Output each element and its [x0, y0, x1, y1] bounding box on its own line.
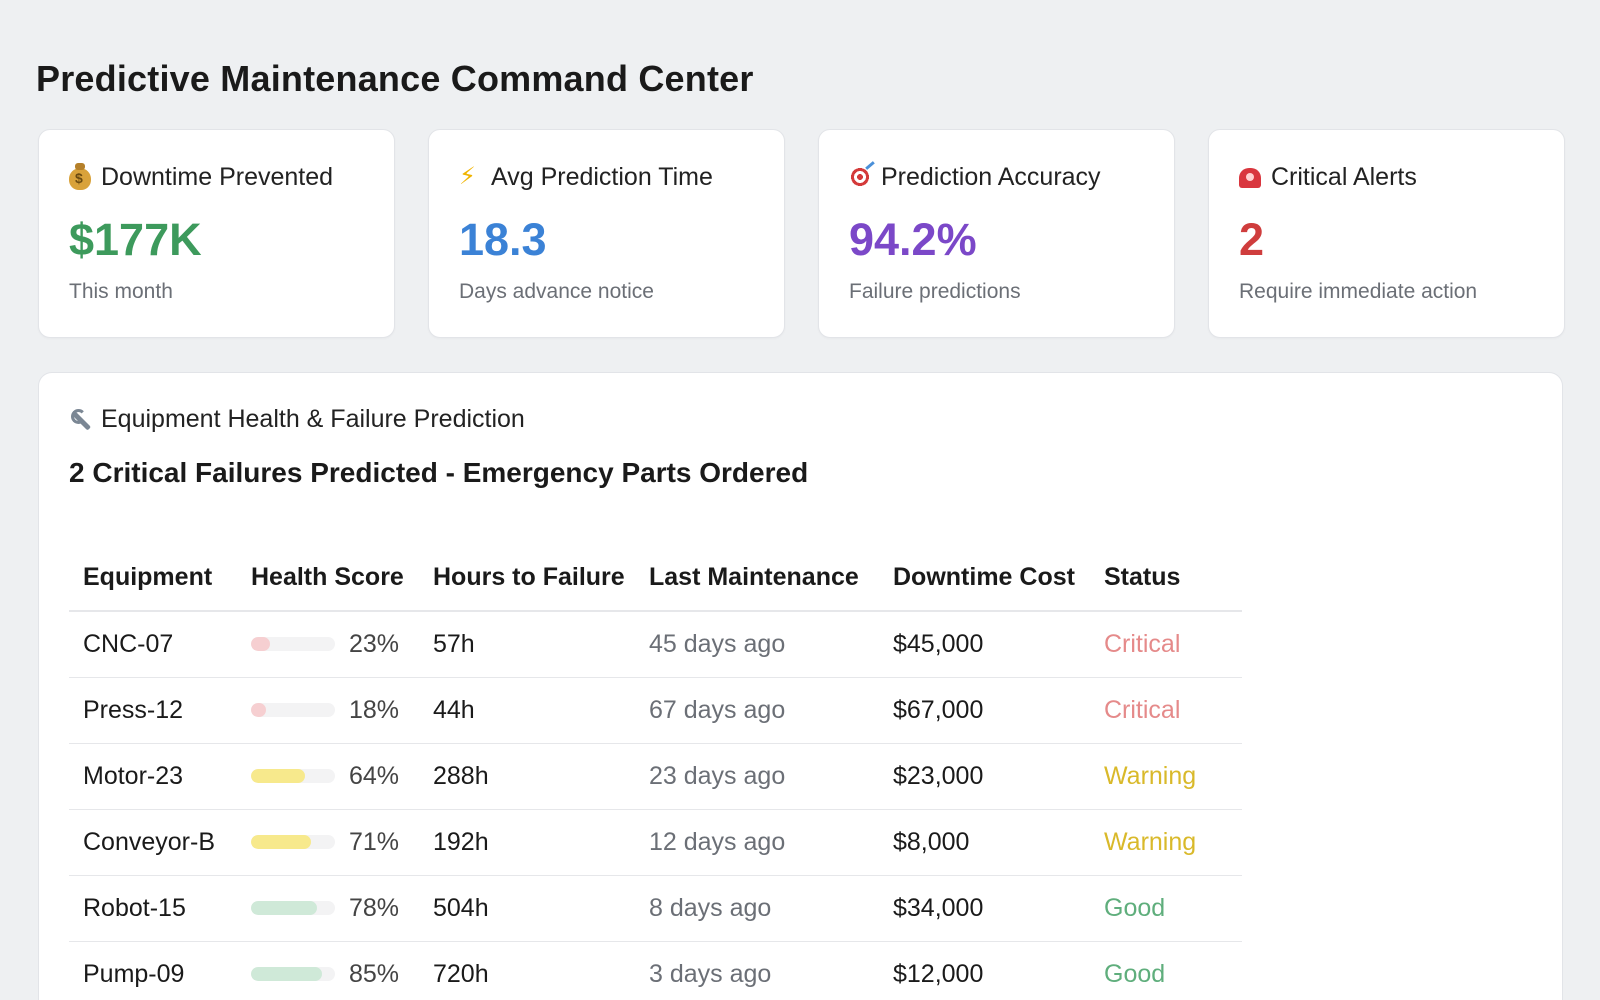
- hours-to-failure: 57h: [419, 611, 635, 678]
- status-badge: Good: [1090, 875, 1242, 942]
- siren-icon: [1239, 168, 1261, 188]
- kpi-value: 94.2%: [849, 214, 977, 265]
- health-bar-fill: [251, 835, 311, 849]
- equipment-health-panel: Equipment Health & Failure Prediction 2 …: [38, 372, 1563, 1000]
- last-maintenance: 23 days ago: [635, 743, 879, 810]
- status-badge: Good: [1090, 941, 1242, 1000]
- kpi-label: Prediction Accuracy: [881, 162, 1101, 191]
- kpi-label: Critical Alerts: [1271, 162, 1417, 191]
- column-header-hours-to-failure[interactable]: Hours to Failure: [419, 545, 635, 612]
- health-score-value: 18%: [349, 695, 400, 724]
- kpi-subtext: Failure predictions: [849, 280, 1021, 303]
- status-badge: Warning: [1090, 809, 1242, 876]
- target-icon: [849, 166, 871, 188]
- hours-to-failure: 192h: [419, 809, 635, 876]
- kpi-card-avg-prediction-time: Avg Prediction Time 18.3 Days advance no…: [428, 129, 785, 338]
- last-maintenance: 67 days ago: [635, 677, 879, 744]
- health-score-cell: 85%: [237, 941, 419, 1000]
- table-body: CNC-07 23% 57h 45 days ago $45,000 Critical Pr…: [69, 611, 1242, 1000]
- kpi-value: 18.3: [459, 214, 547, 265]
- kpi-subtext: Days advance notice: [459, 280, 654, 303]
- panel-heading: Equipment Health & Failure Prediction: [69, 405, 525, 434]
- page-title: Predictive Maintenance Command Center: [36, 58, 754, 99]
- downtime-cost: $34,000: [879, 875, 1090, 942]
- downtime-cost: $12,000: [879, 941, 1090, 1000]
- downtime-cost: $67,000: [879, 677, 1090, 744]
- health-bar-track: [251, 703, 335, 717]
- health-score-cell: 71%: [237, 809, 419, 876]
- table-row[interactable]: Motor-23 64% 288h 23 days ago $23,000 Warning: [69, 743, 1242, 810]
- health-bar-fill: [251, 637, 271, 652]
- downtime-cost: $23,000: [879, 743, 1090, 810]
- health-bar-track: [251, 901, 335, 915]
- hours-to-failure: 44h: [419, 677, 635, 744]
- health-score-cell: 78%: [237, 875, 419, 942]
- health-bar-track: [251, 835, 335, 849]
- kpi-card-prediction-accuracy: Prediction Accuracy 94.2% Failure predic…: [818, 129, 1175, 338]
- column-header-equipment[interactable]: Equipment: [69, 545, 237, 612]
- status-badge: Critical: [1090, 677, 1242, 744]
- hours-to-failure: 504h: [419, 875, 635, 942]
- kpi-value: $177K: [69, 214, 202, 265]
- status-badge: Critical: [1090, 611, 1242, 678]
- downtime-cost: $45,000: [879, 611, 1090, 678]
- health-bar-fill: [251, 703, 267, 717]
- equipment-table: Equipment Health Score Hours to Failure …: [69, 545, 1242, 1000]
- equipment-name: Pump-09: [69, 941, 237, 1000]
- health-score-value: 23%: [349, 629, 400, 658]
- hours-to-failure: 720h: [419, 941, 635, 1000]
- last-maintenance: 45 days ago: [635, 611, 879, 678]
- table-row[interactable]: Press-12 18% 44h 67 days ago $67,000 Critical: [69, 677, 1242, 744]
- column-header-last-maintenance[interactable]: Last Maintenance: [635, 545, 879, 612]
- equipment-name: CNC-07: [69, 611, 237, 678]
- table-row[interactable]: Robot-15 78% 504h 8 days ago $34,000 Good: [69, 875, 1242, 942]
- column-header-health-score[interactable]: Health Score: [237, 545, 419, 612]
- equipment-name: Conveyor-B: [69, 809, 237, 876]
- equipment-name: Robot-15: [69, 875, 237, 942]
- panel-subtitle: 2 Critical Failures Predicted - Emergenc…: [69, 457, 809, 488]
- kpi-subtext: This month: [69, 280, 173, 303]
- equipment-name: Motor-23: [69, 743, 237, 810]
- health-score-value: 64%: [349, 761, 400, 790]
- wrench-icon: [69, 408, 93, 432]
- health-score-cell: 23%: [237, 611, 419, 678]
- lightning-icon: [459, 162, 481, 191]
- kpi-row: Downtime Prevented $177K This month Avg …: [38, 129, 1565, 338]
- health-score-cell: 64%: [237, 743, 419, 810]
- last-maintenance: 3 days ago: [635, 941, 879, 1000]
- health-bar-track: [251, 967, 335, 981]
- health-score-value: 78%: [349, 893, 400, 922]
- last-maintenance: 12 days ago: [635, 809, 879, 876]
- kpi-label: Avg Prediction Time: [491, 162, 713, 191]
- kpi-label: Downtime Prevented: [101, 162, 334, 191]
- health-bar-track: [251, 637, 335, 652]
- table-row[interactable]: Conveyor-B 71% 192h 12 days ago $8,000 Warnin…: [69, 809, 1242, 876]
- kpi-card-critical-alerts: Critical Alerts 2 Require immediate acti…: [1208, 129, 1565, 338]
- table-row[interactable]: CNC-07 23% 57h 45 days ago $45,000 Critical: [69, 611, 1242, 678]
- hours-to-failure: 288h: [419, 743, 635, 810]
- kpi-card-downtime-prevented: Downtime Prevented $177K This month: [38, 129, 395, 338]
- status-badge: Warning: [1090, 743, 1242, 810]
- column-header-downtime-cost[interactable]: Downtime Cost: [879, 545, 1090, 612]
- kpi-subtext: Require immediate action: [1239, 280, 1478, 303]
- health-score-value: 85%: [349, 959, 400, 988]
- health-score-value: 71%: [349, 827, 400, 856]
- table-row[interactable]: Pump-09 85% 720h 3 days ago $12,000 Good: [69, 941, 1242, 1000]
- last-maintenance: 8 days ago: [635, 875, 879, 942]
- health-bar-track: [251, 769, 335, 783]
- panel-heading-text: Equipment Health & Failure Prediction: [101, 405, 525, 433]
- table-header-row: Equipment Health Score Hours to Failure …: [69, 545, 1242, 612]
- equipment-name: Press-12: [69, 677, 237, 744]
- kpi-value: 2: [1239, 214, 1265, 265]
- money-bag-icon: [69, 163, 91, 190]
- column-header-status[interactable]: Status: [1090, 545, 1242, 612]
- downtime-cost: $8,000: [879, 809, 1090, 876]
- health-bar-fill: [251, 769, 305, 783]
- health-bar-fill: [251, 901, 317, 915]
- health-bar-fill: [251, 967, 323, 981]
- health-score-cell: 18%: [237, 677, 419, 744]
